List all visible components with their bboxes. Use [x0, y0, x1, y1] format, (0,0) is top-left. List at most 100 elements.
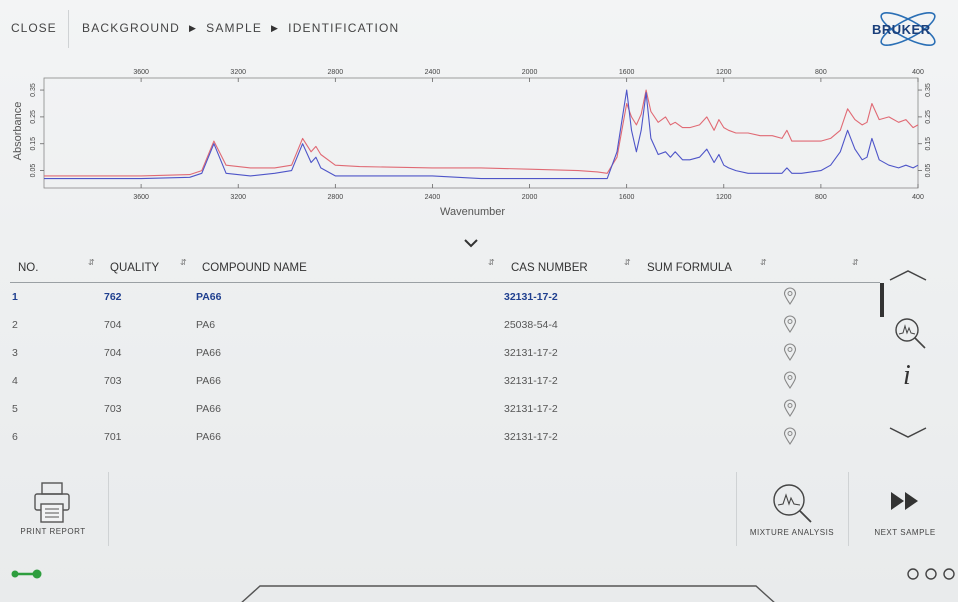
printer-icon: [34, 482, 70, 523]
breadcrumb-background[interactable]: BACKGROUND: [82, 21, 181, 35]
x-tick-label-bottom: 800: [815, 194, 827, 201]
cell-no: 4: [12, 375, 18, 387]
table-row[interactable]: 4 703 PA66 32131-17-2: [10, 367, 880, 395]
x-tick-label-top: 2400: [425, 69, 441, 76]
print-report-button[interactable]: PRINT REPORT: [10, 476, 96, 540]
cell-no: 6: [12, 431, 18, 443]
logo-text: BRUKER: [872, 22, 931, 37]
x-tick-label-top: 400: [912, 69, 924, 76]
map-pin-icon[interactable]: [783, 343, 797, 361]
cell-quality: 704: [104, 319, 122, 331]
table-body: 1 762 PA66 32131-17-2 2 704 PA6 25038-54-4 3 704 P…: [10, 283, 880, 451]
map-pin-icon[interactable]: [783, 287, 797, 305]
x-tick-label-top: 2800: [328, 69, 344, 76]
x-tick-label-top: 3200: [230, 69, 246, 76]
connection-icon: [11, 569, 42, 579]
cell-quality: 703: [104, 375, 122, 387]
spectrum-series-red: [44, 89, 919, 177]
x-tick-label-bottom: 2000: [522, 194, 538, 201]
x-tick-label-top: 800: [815, 69, 827, 76]
col-compound-name[interactable]: COMPOUND NAME: [202, 262, 307, 274]
table-header: NO. ⇵ QUALITY ⇵ COMPOUND NAME ⇵ CAS NUMB…: [10, 256, 880, 283]
table-row[interactable]: 2 704 PA6 25038-54-4: [10, 311, 880, 339]
map-pin-icon[interactable]: [783, 427, 797, 445]
cell-compound-name: PA66: [196, 403, 221, 415]
divider: [736, 472, 737, 546]
y-tick-label-right: 0.35: [925, 83, 932, 97]
close-button[interactable]: CLOSE: [11, 21, 57, 35]
x-axis-label: Wavenumber: [440, 206, 506, 218]
triangle-right-icon: ▶: [271, 22, 280, 33]
spectrum-series-blue: [44, 89, 919, 180]
cell-cas-number: 32131-17-2: [504, 431, 558, 443]
x-tick-label-bottom: 2400: [425, 194, 441, 201]
scroll-position-indicator[interactable]: [880, 283, 884, 317]
cell-cas-number: 32131-17-2: [504, 291, 558, 303]
triangle-right-icon: ▶: [189, 22, 198, 33]
mixture-analysis-label: MIXTURE ANALYSIS: [749, 528, 835, 537]
x-tick-label-bottom: 3600: [133, 194, 149, 201]
spectrum-search-icon[interactable]: [893, 316, 927, 350]
y-tick-label-right: 0.25: [925, 110, 932, 124]
print-report-label: PRINT REPORT: [20, 527, 86, 536]
table-row[interactable]: 6 701 PA66 32131-17-2: [10, 423, 880, 451]
cell-compound-name: PA66: [196, 347, 221, 359]
map-pin-icon[interactable]: [783, 371, 797, 389]
plot-frame: [43, 77, 919, 189]
cell-cas-number: 32131-17-2: [504, 347, 558, 359]
x-tick-label-bottom: 1200: [716, 194, 732, 201]
spectrum-chart: 3600 3600 3200 3200 2800 2800 2400 2400 2000 2000…: [30, 69, 932, 201]
chevron-down-icon[interactable]: [888, 426, 928, 440]
x-tick-label-top: 2000: [522, 69, 538, 76]
y-tick-label-left: 0.35: [30, 83, 37, 97]
map-pin-icon[interactable]: [783, 315, 797, 333]
col-quality[interactable]: QUALITY: [110, 262, 160, 274]
cell-no: 1: [12, 291, 18, 303]
cell-compound-name: PA66: [196, 291, 222, 303]
cell-compound-name: PA66: [196, 431, 221, 443]
cell-cas-number: 32131-17-2: [504, 375, 558, 387]
mixture-analysis-button[interactable]: MIXTURE ANALYSIS: [740, 480, 844, 542]
cell-no: 3: [12, 347, 18, 359]
info-icon[interactable]: i: [903, 360, 911, 391]
col-cas-number[interactable]: CAS NUMBER: [511, 262, 588, 274]
sort-arrows-icon[interactable]: ⇵: [760, 258, 767, 267]
x-tick-label-bottom: 2800: [328, 194, 344, 201]
table-row[interactable]: 1 762 PA66 32131-17-2: [10, 283, 880, 311]
chevron-down-icon[interactable]: [462, 236, 480, 250]
more-icon[interactable]: [906, 566, 956, 582]
x-tick-label-top: 1600: [619, 69, 635, 76]
bottom-tray: [241, 585, 775, 602]
y-axis-label: Absorbance: [12, 101, 24, 161]
sort-arrows-icon[interactable]: ⇵: [88, 258, 95, 267]
header-divider: [68, 10, 69, 48]
next-sample-button[interactable]: NEXT SAMPLE: [856, 484, 954, 542]
y-tick-label-right: 0.15: [925, 137, 932, 151]
sort-arrows-icon[interactable]: ⇵: [180, 258, 187, 267]
cell-cas-number: 25038-54-4: [504, 319, 558, 331]
cell-no: 2: [12, 319, 18, 331]
y-tick-label-left: 0.25: [30, 110, 37, 124]
breadcrumb: BACKGROUND ▶ SAMPLE ▶ IDENTIFICATION: [82, 21, 399, 35]
breadcrumb-sample[interactable]: SAMPLE: [206, 21, 263, 35]
x-tick-label-bottom: 400: [912, 194, 924, 201]
col-no[interactable]: NO.: [18, 262, 39, 274]
breadcrumb-identification[interactable]: IDENTIFICATION: [288, 21, 400, 35]
y-tick-label-right: 0.05: [925, 164, 932, 178]
cell-quality: 762: [104, 291, 122, 303]
bruker-logo-icon: [880, 12, 936, 46]
y-tick-label-left: 0.15: [30, 137, 37, 151]
cell-compound-name: PA6: [196, 319, 216, 331]
sort-arrows-icon[interactable]: ⇵: [488, 258, 495, 267]
y-tick-label-left: 0.05: [30, 164, 37, 178]
chevron-up-icon[interactable]: [888, 268, 928, 282]
x-tick-label-bottom: 1600: [619, 194, 635, 201]
table-row[interactable]: 3 704 PA66 32131-17-2: [10, 339, 880, 367]
table-row[interactable]: 5 703 PA66 32131-17-2: [10, 395, 880, 423]
map-pin-icon[interactable]: [783, 399, 797, 417]
sort-arrows-icon[interactable]: ⇵: [624, 258, 631, 267]
results-table: NO. ⇵ QUALITY ⇵ COMPOUND NAME ⇵ CAS NUMB…: [10, 256, 880, 451]
x-tick-label-top: 1200: [716, 69, 732, 76]
sort-arrows-icon[interactable]: ⇵: [852, 258, 859, 267]
col-sum-formula[interactable]: SUM FORMULA: [647, 262, 732, 274]
